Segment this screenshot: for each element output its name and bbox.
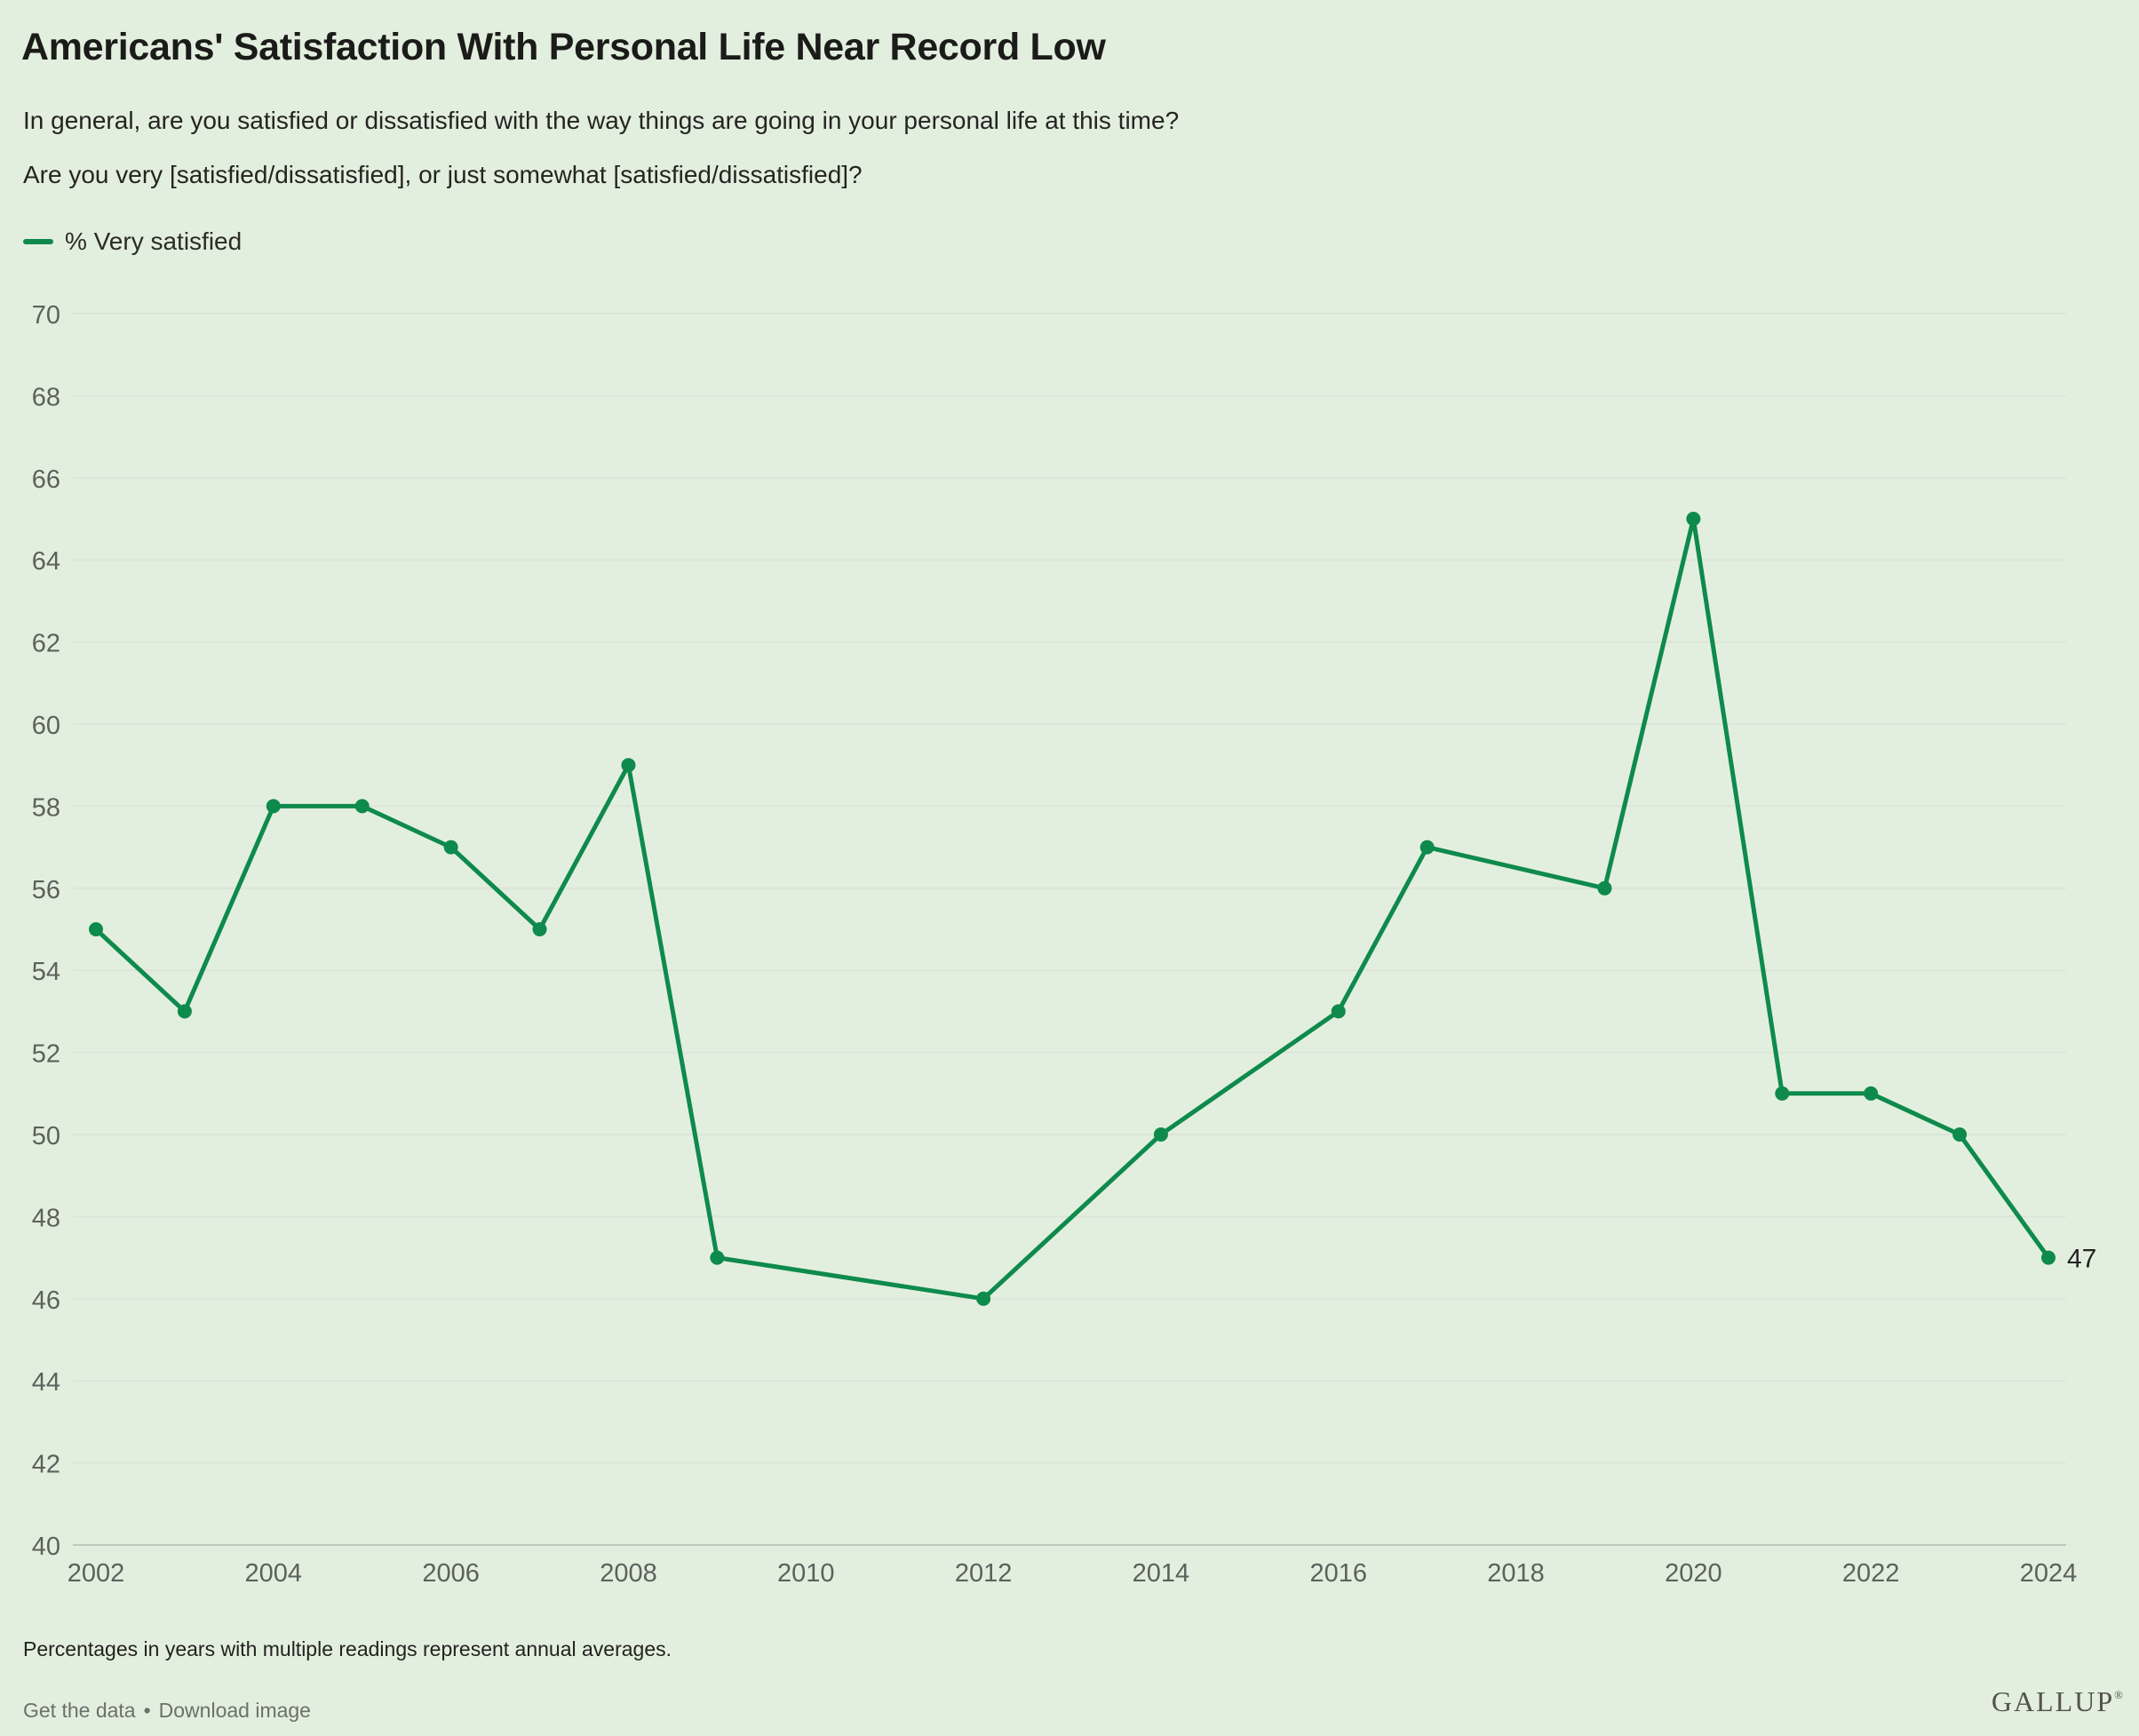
y-tick-label: 56 [32,876,60,904]
y-tick-label: 50 [32,1122,60,1151]
data-point-2004[interactable] [266,799,281,814]
y-tick-label: 54 [32,958,60,986]
legend-label: % Very satisfied [65,227,243,255]
y-tick-label: 44 [32,1368,60,1397]
download-image-link[interactable]: Download image [158,1699,311,1722]
chart-footnote: Percentages in years with multiple readi… [23,1637,672,1660]
x-tick-label: 2004 [245,1559,303,1588]
page-title: Americans' Satisfaction With Personal Li… [21,26,1106,68]
series-line [93,516,2051,1302]
data-point-2019[interactable] [1597,880,1612,896]
chart-links: Get the data • Download image [23,1699,311,1723]
y-tick-label: 48 [32,1204,60,1232]
data-point-2006[interactable] [443,840,458,855]
data-point-2022[interactable] [1864,1086,1879,1101]
x-tick-label: 2012 [955,1559,1013,1588]
y-tick-label: 66 [32,466,60,494]
gallup-logo: GALLUP® [1992,1685,2123,1718]
x-tick-label: 2010 [777,1559,835,1588]
y-tick-label: 64 [32,547,60,576]
end-value-label: 47 [2067,1245,2096,1274]
data-point-2016[interactable] [1331,1004,1346,1019]
y-tick-label: 58 [32,793,60,822]
y-tick-label: 46 [32,1286,60,1315]
survey-question-line1: In general, are you satisfied or dissati… [23,107,1180,134]
data-point-2017[interactable] [1419,840,1435,855]
link-separator: • [143,1699,151,1722]
x-tick-label: 2006 [422,1559,480,1588]
x-tick-label: 2022 [1842,1559,1900,1588]
data-point-2014[interactable] [1153,1127,1168,1142]
x-tick-label: 2002 [68,1559,125,1588]
y-tick-label: 42 [32,1451,60,1479]
y-tick-label: 68 [32,383,60,411]
x-tick-label: 2020 [1665,1559,1722,1588]
get-the-data-link[interactable]: Get the data [23,1699,136,1722]
data-point-2024[interactable] [2041,1250,2056,1265]
x-tick-label: 2016 [1309,1559,1367,1588]
y-tick-label: 62 [32,630,60,658]
registered-mark: ® [2114,1688,2123,1701]
data-point-2023[interactable] [1952,1127,1968,1142]
data-point-2008[interactable] [621,758,636,773]
x-tick-label: 2014 [1133,1559,1190,1588]
y-tick-label: 40 [32,1533,60,1561]
y-tick-label: 70 [32,301,60,330]
x-tick-label: 2008 [600,1559,657,1588]
data-point-2007[interactable] [532,922,547,936]
data-point-2012[interactable] [976,1291,991,1306]
data-point-2003[interactable] [177,1004,192,1019]
data-point-2005[interactable] [354,799,370,814]
data-point-2020[interactable] [1686,512,1701,526]
data-point-2002[interactable] [89,922,103,936]
x-tick-label: 2024 [2020,1559,2078,1588]
data-point-2009[interactable] [710,1250,725,1265]
y-tick-label: 60 [32,712,60,740]
gallup-logo-text: GALLUP [1991,1685,2115,1717]
legend: % Very satisfied [23,227,242,256]
y-tick-label: 52 [32,1040,60,1069]
x-tick-label: 2018 [1487,1559,1545,1588]
data-point-2021[interactable] [1775,1086,1790,1101]
legend-line-swatch [23,239,53,244]
survey-question-line2: Are you very [satisfied/dissatisfied], o… [23,161,863,188]
